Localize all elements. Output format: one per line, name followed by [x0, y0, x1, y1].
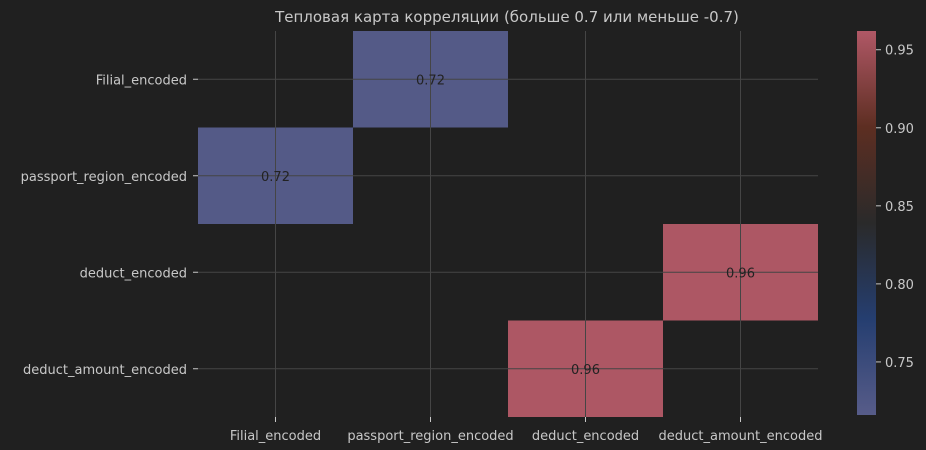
chart-title: Тепловая карта корреляции (больше 0.7 ил…	[274, 8, 739, 26]
x-tick-label-deduct-encoded: deduct_encoded	[532, 429, 639, 444]
y-tick-label-passport-region-encoded: passport_region_encoded	[21, 170, 187, 185]
x-tick-label-deduct-amount-encoded: deduct_amount_encoded	[659, 429, 823, 444]
colorbar-tick-label: 0.75	[885, 356, 914, 371]
cell-annotations: 0.72 0.72 0.96 0.96	[261, 73, 755, 378]
y-tick-label-filial-encoded: Filial_encoded	[96, 73, 187, 88]
x-tick-label-filial-encoded: Filial_encoded	[230, 429, 321, 444]
y-axis: Filial_encoded passport_region_encodedded…	[21, 73, 198, 378]
y-tick-label-deduct-encoded: deduct_encoded	[80, 266, 187, 281]
cell-annotation-passport-region-encoded-filial-encoded: 0.72	[261, 170, 290, 185]
x-tick-label-passport-region-encoded: passport_region_encoded	[347, 429, 513, 444]
x-axis: Filial_encoded passport_region_encoded ded…	[230, 417, 823, 444]
colorbar: 0.75 0.80 0.85 0.90 0.95	[857, 31, 914, 415]
colorbar-gradient	[857, 31, 876, 415]
y-tick-label-deduct-amount-encoded: deduct_amount_encoded	[23, 363, 187, 378]
cell-annotation-deduct-amount-encoded-deduct-encoded: 0.96	[571, 363, 600, 378]
cell-annotation-filial-encoded-passport-region-encoded: 0.72	[416, 73, 445, 88]
grid-lines	[198, 31, 818, 417]
colorbar-tick-label: 0.80	[885, 278, 914, 293]
colorbar-tick-label: 0.90	[885, 122, 914, 137]
colorbar-tick-label: 0.85	[885, 200, 914, 215]
cell-annotation-deduct-encoded-deduct-amount-encoded: 0.96	[726, 266, 755, 281]
colorbar-tick-label: 0.95	[885, 44, 914, 59]
